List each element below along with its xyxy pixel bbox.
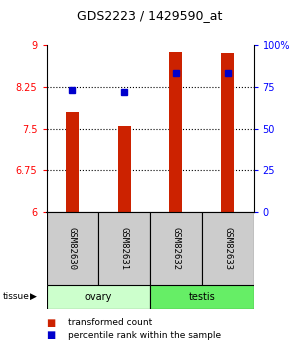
Text: ▶: ▶ — [30, 292, 37, 301]
Bar — [169, 52, 182, 212]
Text: transformed count: transformed count — [68, 318, 152, 327]
Text: GSM82630: GSM82630 — [68, 227, 77, 270]
Bar — [46, 285, 150, 309]
Text: percentile rank within the sample: percentile rank within the sample — [68, 331, 220, 340]
Bar — [118, 126, 130, 212]
Text: GSM82632: GSM82632 — [171, 227, 180, 270]
Text: GSM82633: GSM82633 — [223, 227, 232, 270]
Bar — [150, 212, 202, 285]
Text: tissue: tissue — [3, 292, 30, 301]
Text: testis: testis — [188, 292, 215, 302]
Text: GDS2223 / 1429590_at: GDS2223 / 1429590_at — [77, 9, 223, 22]
Text: GSM82631: GSM82631 — [120, 227, 129, 270]
Bar — [202, 212, 254, 285]
Bar — [66, 112, 79, 212]
Text: ■: ■ — [46, 318, 56, 327]
Text: ■: ■ — [46, 331, 56, 340]
Bar — [150, 285, 254, 309]
Bar — [46, 212, 98, 285]
Bar — [98, 212, 150, 285]
Bar — [221, 53, 234, 212]
Text: ovary: ovary — [85, 292, 112, 302]
